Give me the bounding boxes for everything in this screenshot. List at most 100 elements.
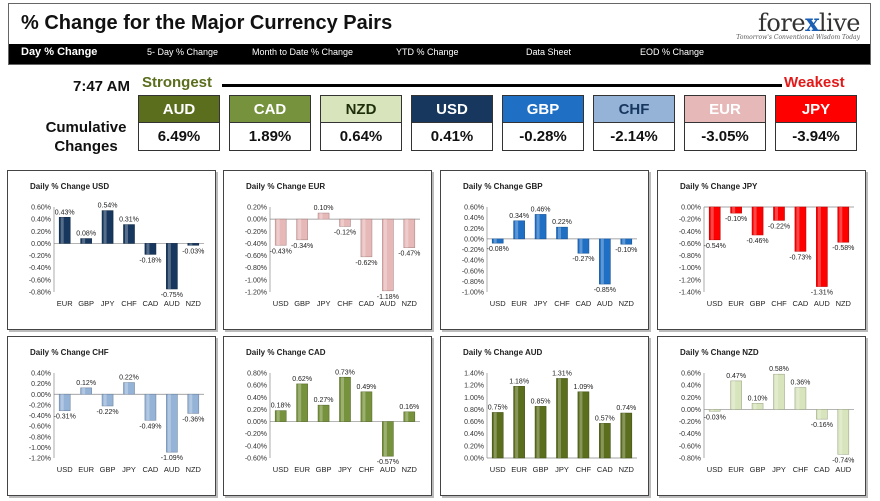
bar — [144, 393, 157, 421]
bar — [730, 380, 742, 410]
y-tick-label: -0.80% — [245, 265, 267, 272]
x-tick-label: USD — [707, 299, 723, 308]
y-tick-label: -0.40% — [462, 258, 484, 265]
bar — [620, 238, 633, 245]
x-tick-label: JPY — [555, 465, 569, 474]
y-tick-label: 0.00% — [464, 456, 484, 463]
bar — [166, 243, 178, 290]
x-tick-label: AUD — [380, 465, 396, 474]
data-label: 0.75% — [488, 404, 508, 411]
nav-month-to-date-change[interactable]: Month to Date % Change — [252, 47, 354, 57]
bar-highlight — [341, 377, 344, 422]
x-tick-label: AUD — [597, 299, 613, 308]
y-tick-label: -0.80% — [29, 434, 51, 441]
y-tick-label: -0.40% — [245, 443, 267, 450]
bar-highlight — [103, 210, 107, 244]
x-tick-label: EUR — [57, 299, 73, 308]
bar — [339, 376, 351, 422]
currency-code: CHF — [593, 95, 675, 123]
y-tick-label: 0.40% — [681, 383, 701, 390]
y-tick-label: -0.80% — [679, 456, 701, 463]
data-label: -0.74% — [832, 457, 854, 464]
y-tick-label: -0.80% — [29, 290, 51, 297]
y-tick-label: 0.00% — [681, 407, 701, 414]
data-label: -0.47% — [398, 251, 420, 258]
data-label: 0.57% — [595, 415, 615, 422]
y-tick-label: 1.00% — [464, 395, 484, 402]
bar — [556, 378, 568, 459]
bar — [708, 206, 721, 241]
data-label: -0.10% — [725, 216, 747, 223]
bar-highlight — [103, 394, 107, 406]
x-tick-label: GBP — [100, 465, 116, 474]
data-label: -0.58% — [832, 245, 854, 252]
bar-highlight — [167, 394, 171, 453]
cumulative-change-value: 0.64% — [320, 123, 402, 151]
bar — [274, 218, 287, 246]
data-label: 0.34% — [509, 213, 529, 220]
data-label: -0.27% — [572, 256, 594, 263]
currency-cell-usd: USD 0.41% — [411, 95, 493, 151]
cumulative-change-value: -3.05% — [684, 123, 766, 151]
chart-panel: Daily % Change JPY 0.00% -0.20% -0.40% -0.60… — [657, 170, 866, 330]
bar-highlight — [515, 220, 519, 239]
data-label: -0.12% — [334, 229, 356, 236]
currency-cell-chf: CHF -2.14% — [593, 95, 675, 151]
x-tick-label: NZD — [402, 299, 418, 308]
bar-highlight — [125, 224, 128, 244]
x-tick-label: CHF — [576, 465, 592, 474]
x-tick-label: EUR — [728, 299, 744, 308]
bar-highlight — [600, 238, 604, 285]
data-label: -0.73% — [789, 254, 811, 261]
x-tick-label: CHF — [793, 465, 809, 474]
nav-ytd-change[interactable]: YTD % Change — [396, 47, 459, 57]
bar — [101, 393, 114, 407]
currency-cell-cad: CAD 1.89% — [229, 95, 311, 151]
forexlive-logo[interactable]: forexlive Tomorrow's Conventional Wisdom… — [736, 8, 860, 41]
bar-highlight — [817, 409, 821, 420]
x-tick-label: CAD — [359, 299, 375, 308]
nav-day-change[interactable]: Day % Change — [21, 46, 98, 58]
currency-code: JPY — [775, 95, 857, 123]
y-tick-label: -0.20% — [679, 217, 701, 224]
bar-highlight — [276, 219, 280, 246]
bar-highlight — [817, 207, 821, 287]
data-label: -0.62% — [355, 260, 377, 267]
bar — [794, 387, 807, 410]
bar — [187, 393, 200, 414]
bar-chart: Daily % Change JPY 0.00% -0.20% -0.40% -0.60… — [679, 182, 855, 308]
nav-data-sheet[interactable]: Data Sheet — [526, 47, 572, 57]
data-label: -0.16% — [811, 422, 833, 429]
x-tick-label: CAD — [576, 299, 592, 308]
y-tick-label: 1.20% — [464, 383, 484, 390]
y-tick-label: -0.60% — [29, 424, 51, 431]
x-tick-label: CAD — [597, 465, 613, 474]
bar — [513, 386, 525, 459]
nav-eod-change[interactable]: EOD % Change — [640, 47, 705, 57]
data-label: 0.54% — [98, 203, 118, 210]
y-tick-label: 0.40% — [247, 395, 267, 402]
y-tick-label: -0.20% — [245, 229, 267, 236]
bar — [317, 404, 330, 422]
bar — [491, 412, 504, 459]
x-tick-label: GBP — [750, 465, 766, 474]
y-tick-label: 0.20% — [247, 407, 267, 414]
nav-5day-change[interactable]: 5- Day % Change — [147, 47, 219, 57]
bar-highlight — [558, 227, 561, 239]
bar-highlight — [298, 219, 302, 240]
currency-cell-nzd: NZD 0.64% — [320, 95, 402, 151]
bar-highlight — [515, 386, 519, 458]
bar-chart: Daily % Change USD 0.60% 0.40% 0.20% 0.00% -0… — [29, 182, 205, 308]
chart-title: Daily % Change GBP — [463, 182, 543, 191]
nav-bar: Day % Change 5- Day % Change Month to Da… — [9, 44, 870, 64]
y-tick-label: 0.80% — [247, 371, 267, 378]
chart-panel: Daily % Change AUD 1.40% 1.20% 1.00% 0.80% 0.… — [440, 336, 649, 496]
bar — [599, 238, 611, 285]
data-label: -0.46% — [746, 238, 768, 245]
bar — [620, 412, 633, 459]
y-tick-label: -0.40% — [245, 241, 267, 248]
x-tick-label: EUR — [511, 465, 527, 474]
bar-highlight — [125, 382, 128, 395]
x-tick-label: CHF — [121, 299, 137, 308]
bar — [730, 206, 742, 214]
